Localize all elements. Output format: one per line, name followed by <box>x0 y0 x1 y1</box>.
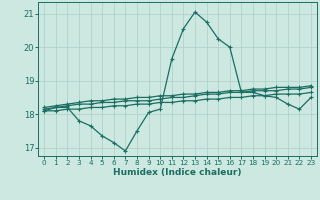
X-axis label: Humidex (Indice chaleur): Humidex (Indice chaleur) <box>113 168 242 177</box>
